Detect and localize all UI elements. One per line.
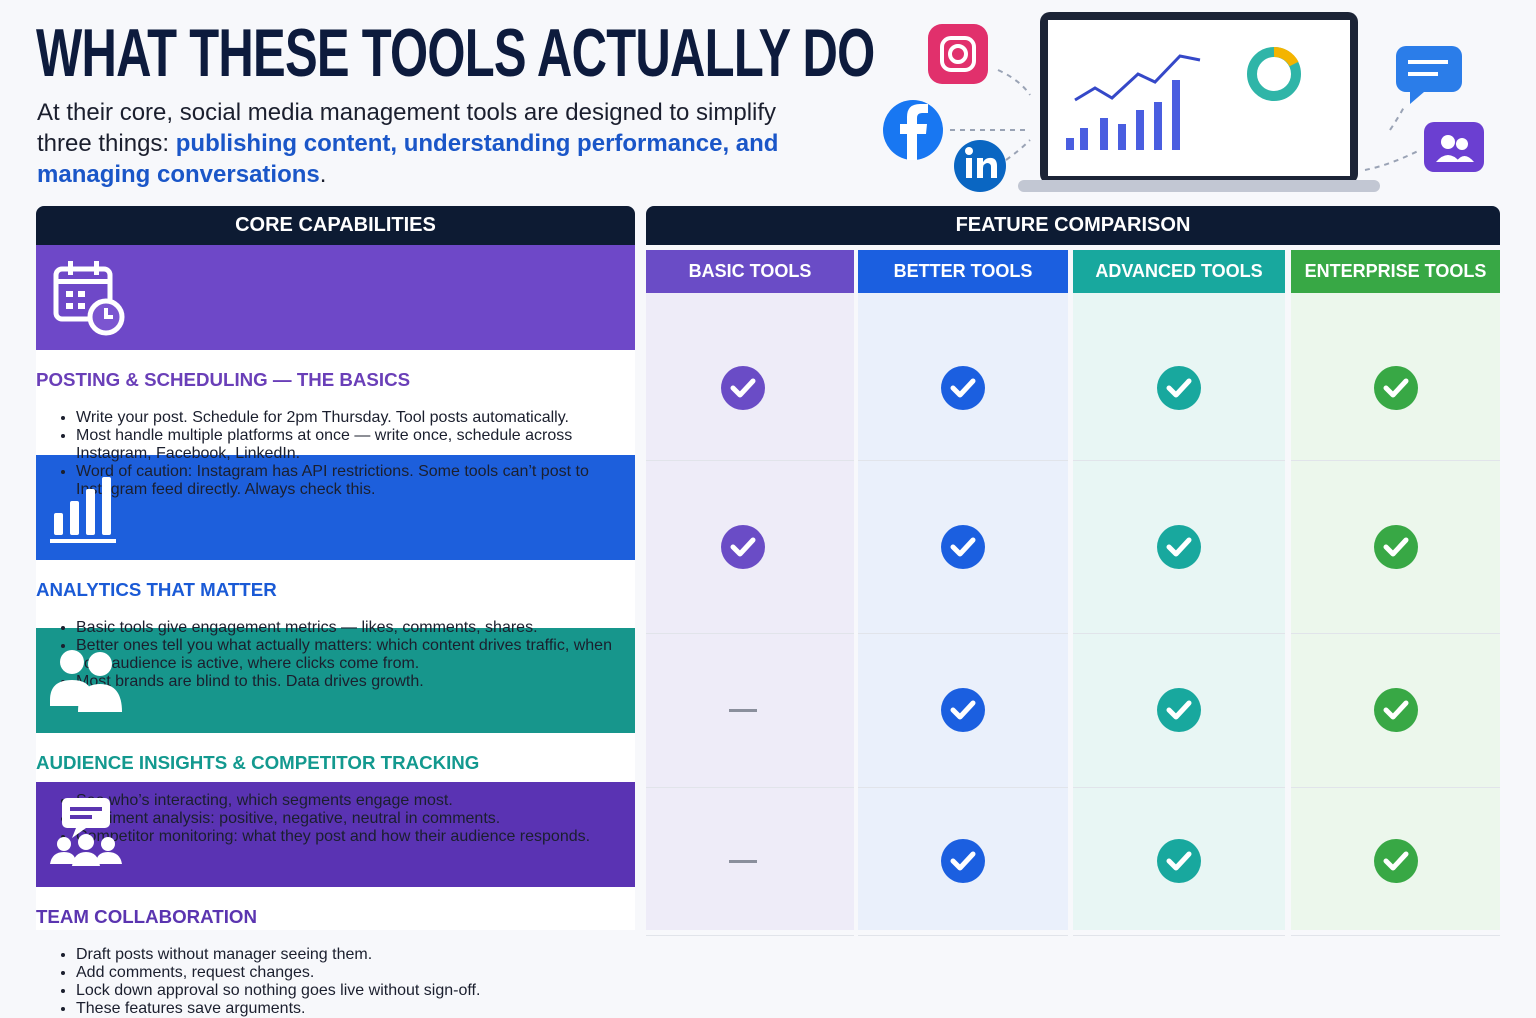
capabilities: POSTING & SCHEDULING — THE BASICS Write y…	[36, 245, 635, 1017]
support-cell	[646, 787, 854, 936]
check-icon	[1373, 839, 1418, 883]
bullet: These features save arguments.	[76, 1000, 635, 1018]
icon-graphic	[53, 261, 125, 336]
check-icon	[721, 365, 765, 410]
check-icon	[1373, 365, 1418, 410]
check-icon	[941, 839, 985, 883]
bullet-list: Draft posts without manager seeing them.…	[36, 946, 635, 1018]
check-icon	[1157, 365, 1201, 410]
tier-column: ADVANCED TOOLS	[1073, 250, 1285, 936]
illustration	[883, 12, 1484, 192]
right-heading: FEATURE COMPARISON	[646, 206, 1500, 245]
left-heading: CORE CAPABILITIES	[36, 206, 635, 245]
support-cell	[858, 633, 1068, 788]
dash-icon	[729, 860, 757, 863]
support-cell	[646, 293, 854, 461]
support-cell	[646, 633, 854, 788]
check-icon	[1157, 688, 1201, 732]
check-icon	[1157, 839, 1201, 883]
tier-header: BASIC TOOLS	[646, 250, 854, 293]
bullet: Draft posts without manager seeing them.	[76, 946, 635, 964]
capability-icon	[36, 455, 635, 560]
bullet: Word of caution: Instagram has API restr…	[76, 463, 635, 499]
bullet: Lock down approval so nothing goes live …	[76, 982, 635, 1000]
icon-graphic	[50, 650, 122, 712]
support-cell	[1291, 293, 1500, 461]
bullet: Sentiment analysis: positive, negative, …	[76, 810, 635, 828]
capability-icon	[36, 782, 635, 887]
bullet: Basic tools give engagement metrics — li…	[76, 619, 635, 637]
bullet: See who’s interacting, which segments en…	[76, 792, 635, 810]
support-cell	[646, 460, 854, 634]
support-cell	[1073, 293, 1285, 461]
bullet: Add comments, request changes.	[76, 964, 635, 982]
intro-text: At their core, social media management t…	[37, 99, 777, 157]
capability-row: POSTING & SCHEDULING — THE BASICS Write y…	[36, 245, 635, 498]
check-icon	[941, 365, 985, 410]
bullet: Better ones tell you what actually matte…	[76, 637, 635, 673]
tier-header: BETTER TOOLS	[858, 250, 1068, 293]
dash-icon	[729, 709, 757, 712]
tier-column: BASIC TOOLS	[646, 250, 854, 936]
capability-row: AUDIENCE INSIGHTS & COMPETITOR TRACKING S…	[36, 628, 635, 845]
bullet-list: Write your post. Schedule for 2pm Thursd…	[36, 409, 635, 499]
support-cell	[1291, 460, 1500, 634]
support-cell	[858, 787, 1068, 936]
support-cell	[1073, 633, 1285, 788]
capability-title: POSTING & SCHEDULING — THE BASICS	[36, 368, 411, 390]
capability-title: ANALYTICS THAT MATTER	[36, 578, 277, 600]
check-icon	[721, 524, 765, 569]
intro-end: .	[319, 161, 327, 188]
capability-title: AUDIENCE INSIGHTS & COMPETITOR TRACKING	[36, 751, 480, 773]
capability-row: ANALYTICS THAT MATTER Basic tools give en…	[36, 455, 635, 690]
tier-header: ADVANCED TOOLS	[1073, 250, 1285, 293]
support-cell	[858, 293, 1068, 461]
title: WHAT THESE TOOLS ACTUALLY DO	[36, 15, 875, 91]
support-cell	[1291, 633, 1500, 788]
bullet-list: Basic tools give engagement metrics — li…	[36, 619, 635, 691]
support-cell	[1073, 460, 1285, 634]
support-cell	[858, 460, 1068, 634]
tier-column: BETTER TOOLS	[858, 250, 1068, 936]
bullet: Most brands are blind to this. Data driv…	[76, 673, 635, 691]
bullet: Write your post. Schedule for 2pm Thursd…	[76, 409, 635, 427]
capability-title: TEAM COLLABORATION	[36, 905, 257, 927]
intro-highlight: publishing content, understanding perfor…	[37, 130, 779, 188]
tier-header: ENTERPRISE TOOLS	[1291, 250, 1500, 293]
support-cell	[1073, 787, 1285, 936]
capability-icon	[36, 245, 635, 350]
check-icon	[1373, 688, 1418, 732]
intro: At their core, social media management t…	[37, 97, 837, 190]
check-icon	[1373, 524, 1418, 569]
tier-column: ENTERPRISE TOOLS	[1291, 250, 1500, 936]
icon-graphic	[50, 477, 116, 543]
capability-icon	[36, 628, 635, 733]
bullet: Competitor monitoring: what they post an…	[76, 828, 635, 846]
check-icon	[941, 524, 985, 569]
bullet-list: See who’s interacting, which segments en…	[36, 792, 635, 846]
check-icon	[941, 688, 985, 732]
infographic: WHAT THESE TOOLS ACTUALLY DO At their co…	[0, 0, 1536, 945]
page: Infographic {"header":{"title":"WHAT THE…	[0, 0, 1536, 945]
icon-graphic	[50, 798, 122, 866]
support-cell	[1291, 787, 1500, 936]
check-icon	[1157, 524, 1201, 569]
